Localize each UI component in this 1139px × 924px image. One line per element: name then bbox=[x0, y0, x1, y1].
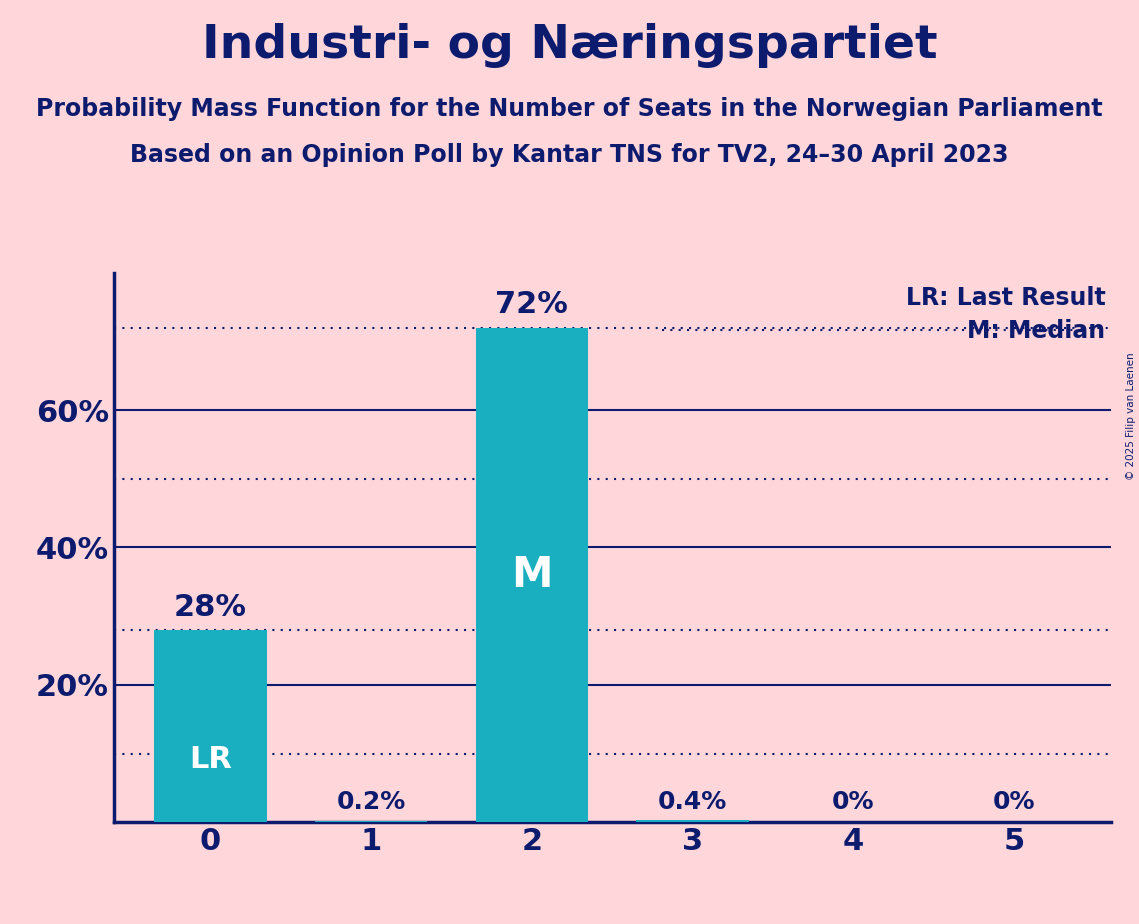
Text: LR: Last Result: LR: Last Result bbox=[906, 286, 1106, 310]
Bar bbox=[476, 328, 588, 822]
Text: M: M bbox=[511, 554, 552, 596]
Bar bbox=[154, 630, 267, 822]
Text: 0%: 0% bbox=[993, 790, 1035, 814]
Text: 0.2%: 0.2% bbox=[336, 790, 405, 814]
Text: © 2025 Filip van Laenen: © 2025 Filip van Laenen bbox=[1126, 352, 1136, 480]
Bar bbox=[637, 820, 748, 822]
Text: Probability Mass Function for the Number of Seats in the Norwegian Parliament: Probability Mass Function for the Number… bbox=[36, 97, 1103, 121]
Text: LR: LR bbox=[189, 746, 231, 774]
Text: 0.4%: 0.4% bbox=[658, 790, 727, 814]
Text: Based on an Opinion Poll by Kantar TNS for TV2, 24–30 April 2023: Based on an Opinion Poll by Kantar TNS f… bbox=[130, 143, 1009, 167]
Text: 28%: 28% bbox=[174, 592, 247, 622]
Text: Industri- og Næringspartiet: Industri- og Næringspartiet bbox=[202, 23, 937, 68]
Text: 0%: 0% bbox=[833, 790, 875, 814]
Text: M: Median: M: Median bbox=[967, 320, 1106, 344]
Bar bbox=[314, 821, 427, 822]
Text: 72%: 72% bbox=[495, 290, 568, 320]
